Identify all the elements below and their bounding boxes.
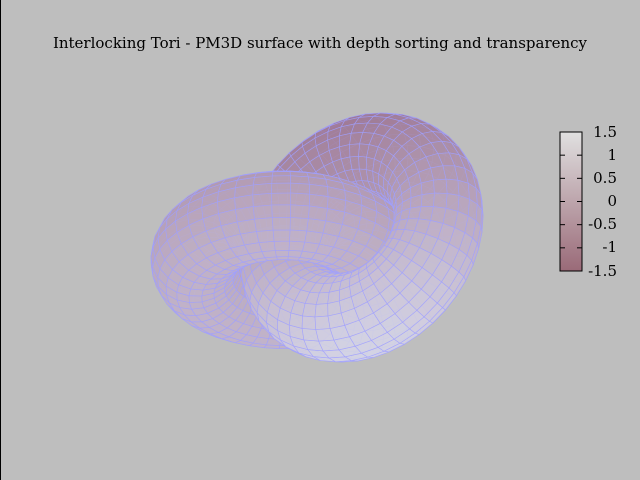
surface-facet [349, 143, 360, 158]
surface-facet [271, 192, 292, 206]
surface-facet [301, 315, 317, 330]
surface-facet [420, 192, 435, 207]
surface-facet [339, 144, 351, 160]
surface-facet [258, 240, 276, 252]
surface-facet [420, 179, 435, 195]
colorbar-tick-label: 1 [607, 145, 617, 164]
surface-facet [288, 240, 306, 252]
surface-facet [273, 240, 290, 251]
surface-facet [271, 175, 291, 184]
surface-facet [290, 175, 310, 185]
surface-facet [271, 171, 291, 177]
surface-facet [188, 295, 203, 303]
surface-facet [433, 192, 448, 209]
surface-facet [399, 280, 422, 303]
surface-facet [271, 182, 292, 194]
colorbar-ticks [560, 131, 582, 272]
surface-facet [433, 178, 448, 194]
surface-facet [289, 229, 308, 243]
surface-facet [254, 217, 274, 232]
surface-facet [252, 182, 273, 196]
colorbar-tick-label: -0.5 [588, 215, 617, 234]
chart-title: Interlocking Tori - PM3D surface with de… [52, 34, 588, 52]
surface-facet [235, 206, 255, 223]
colorbar-tick-label: -1 [602, 238, 617, 257]
colorbar-tick-label: -1.5 [588, 261, 617, 280]
surface-facet [274, 249, 290, 258]
surface-facet [307, 205, 328, 222]
surface-facet [252, 204, 273, 220]
surface-facet [252, 192, 273, 207]
torus-surfaces [150, 112, 484, 363]
surface-facet [302, 303, 317, 318]
surface-facet [445, 178, 460, 196]
surface-facet [290, 192, 310, 207]
surface-facet [290, 204, 310, 219]
surface-facet [287, 249, 303, 258]
frame-edge [0, 0, 1, 480]
surface-facet [272, 229, 291, 242]
colorbar [559, 131, 583, 272]
colorbar-tick-label: 1.5 [593, 122, 617, 141]
colorbar-tick-label: 0.5 [593, 168, 617, 187]
surface-facet [188, 301, 205, 310]
surface-facet [271, 204, 291, 218]
surface-facet [290, 182, 310, 195]
surface-facet [256, 229, 275, 243]
colorbar-tick-label: 0 [607, 192, 617, 210]
surface-facet [358, 155, 367, 170]
surface-facet [289, 217, 309, 232]
surface-facet [271, 217, 291, 231]
surface-facet [314, 315, 331, 330]
surface-facet [314, 303, 329, 318]
